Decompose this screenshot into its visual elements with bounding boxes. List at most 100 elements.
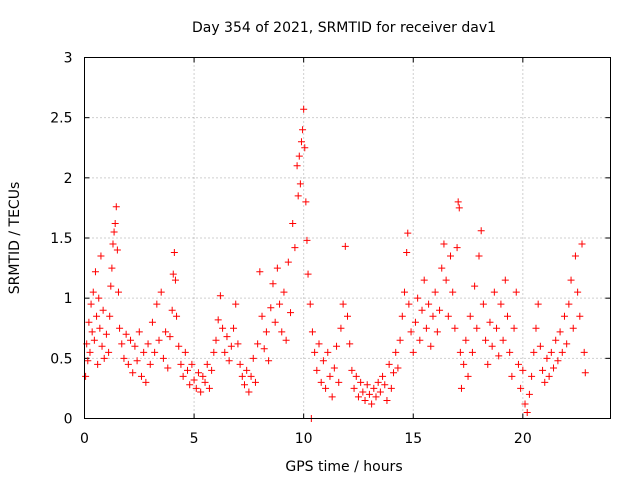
data-point xyxy=(411,318,419,326)
data-point xyxy=(547,348,555,356)
data-point xyxy=(473,324,481,332)
data-point xyxy=(390,369,398,377)
data-point xyxy=(100,354,108,362)
y-tick-label: 2 xyxy=(64,171,73,187)
data-point xyxy=(118,340,126,348)
data-point xyxy=(488,342,496,350)
data-point xyxy=(106,312,114,320)
data-point xyxy=(414,294,422,302)
data-point xyxy=(578,240,586,248)
data-point xyxy=(514,360,522,368)
data-point xyxy=(479,300,487,308)
data-point xyxy=(442,276,450,284)
data-point xyxy=(179,372,187,380)
data-point xyxy=(519,366,527,374)
data-point xyxy=(177,360,185,368)
data-point xyxy=(326,372,334,380)
data-point xyxy=(93,312,101,320)
data-point xyxy=(269,280,277,288)
data-point xyxy=(457,384,465,392)
data-point xyxy=(330,364,338,372)
data-point xyxy=(299,126,307,134)
x-axis-label: GPS time / hours xyxy=(285,459,402,475)
data-point xyxy=(339,300,347,308)
data-point xyxy=(328,393,336,401)
data-point xyxy=(247,372,255,380)
data-point xyxy=(497,300,505,308)
x-tick-label: 0 xyxy=(80,431,89,447)
data-point xyxy=(181,348,189,356)
data-point xyxy=(464,372,472,380)
data-point xyxy=(400,288,408,296)
data-point xyxy=(462,336,470,344)
data-point xyxy=(392,348,400,356)
data-point xyxy=(409,348,417,356)
data-point xyxy=(111,220,119,228)
y-tick-label: 0 xyxy=(64,412,73,428)
data-point xyxy=(506,348,514,356)
data-point xyxy=(398,312,406,320)
data-point xyxy=(153,300,161,308)
data-point xyxy=(420,276,428,284)
data-point xyxy=(543,354,551,362)
data-point xyxy=(271,318,279,326)
data-point xyxy=(102,330,110,338)
data-point xyxy=(197,388,205,396)
data-point xyxy=(296,180,304,188)
data-point xyxy=(475,252,483,260)
y-tick-label: 1 xyxy=(64,291,73,307)
data-point xyxy=(295,152,303,160)
data-point xyxy=(308,328,316,336)
data-point xyxy=(499,336,507,344)
data-point xyxy=(144,340,152,348)
data-point xyxy=(212,336,220,344)
data-point xyxy=(528,372,536,380)
data-point xyxy=(107,282,115,290)
data-point xyxy=(84,357,92,365)
data-point xyxy=(159,354,167,362)
data-point xyxy=(260,345,268,353)
data-point xyxy=(171,276,179,284)
plot-frame xyxy=(84,57,611,419)
data-point xyxy=(168,306,176,314)
data-point xyxy=(344,312,351,320)
data-point xyxy=(243,366,251,374)
data-points xyxy=(82,105,589,422)
data-point xyxy=(354,393,362,401)
data-point xyxy=(422,324,430,332)
data-point xyxy=(289,220,297,228)
data-point xyxy=(385,360,393,368)
data-point xyxy=(495,352,503,360)
data-point xyxy=(164,364,172,372)
data-point xyxy=(190,376,198,384)
data-point xyxy=(267,304,275,312)
data-point xyxy=(155,336,163,344)
data-point xyxy=(98,342,106,350)
data-point xyxy=(567,276,575,284)
data-point xyxy=(265,357,273,365)
y-tick-label: 2.5 xyxy=(50,111,72,127)
data-point xyxy=(539,366,547,374)
data-point xyxy=(186,381,194,389)
y-tick-label: 3 xyxy=(64,51,73,67)
data-point xyxy=(87,300,95,308)
ticks: 0 5 10 15 20 0 0.5 1 1.5 2 2.5 3 xyxy=(50,51,611,447)
data-point xyxy=(563,340,571,348)
data-point xyxy=(137,372,145,380)
data-point xyxy=(471,282,479,290)
data-point xyxy=(374,378,382,386)
data-point xyxy=(114,288,122,296)
data-point xyxy=(116,324,124,332)
y-tick-label: 0.5 xyxy=(50,351,72,367)
data-point xyxy=(203,360,211,368)
data-point xyxy=(433,328,441,336)
data-point xyxy=(416,336,424,344)
data-point xyxy=(372,393,380,401)
data-point xyxy=(131,342,139,350)
data-point xyxy=(96,324,104,332)
data-point xyxy=(291,244,299,252)
data-point xyxy=(521,400,529,408)
data-point xyxy=(175,342,183,350)
data-point xyxy=(581,369,589,377)
data-point xyxy=(151,348,159,356)
